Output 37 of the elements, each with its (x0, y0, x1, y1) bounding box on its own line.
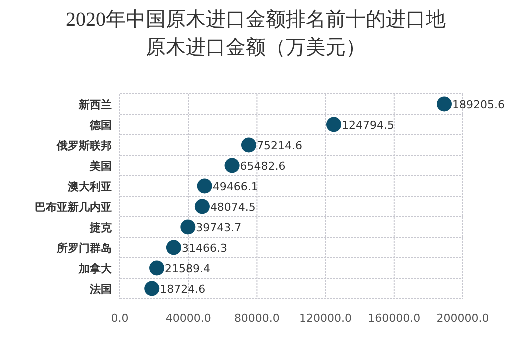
point (224, 158, 240, 174)
y-tick-label: 澳大利亚 (67, 180, 112, 194)
data-label: 21589.4 (165, 262, 211, 276)
x-tick-label: 160000.0 (368, 312, 421, 325)
point (180, 220, 196, 235)
x-tick-label: 40000.0 (166, 312, 212, 325)
y-tick-label: 俄罗斯联邦 (56, 139, 112, 152)
x-tick-label: 120000.0 (300, 312, 352, 325)
point (144, 281, 160, 296)
point (166, 240, 182, 256)
x-tick-label: 0.0 (111, 312, 129, 325)
y-tick-label: 加拿大 (78, 262, 113, 276)
y-tick-label: 捷克 (89, 221, 113, 234)
point (150, 260, 165, 276)
y-tick-label: 新西兰 (78, 98, 112, 112)
x-tick-label: 200000.0 (436, 312, 490, 325)
y-tick-label: 德国 (89, 118, 112, 132)
point (326, 117, 342, 132)
data-label: 124794.5 (342, 118, 395, 132)
chart-title: 2020年中国原木进口金额排名前十的进口地原木进口金额（万美元） (66, 9, 446, 59)
data-label: 75214.6 (256, 139, 302, 152)
y-tick-label: 巴布亚新几内亚 (35, 200, 112, 214)
x-tick-label: 80000.0 (234, 312, 280, 325)
point (194, 199, 210, 214)
y-tick-label: 法国 (89, 282, 112, 296)
data-label: 65482.6 (240, 160, 286, 173)
point (197, 178, 212, 194)
y-tick-label: 所罗门群岛 (56, 242, 112, 255)
data-label: 31466.3 (182, 242, 228, 255)
point (241, 138, 256, 153)
y-tick-label: 美国 (89, 160, 112, 173)
data-label: 48074.5 (210, 200, 256, 214)
point (436, 96, 452, 112)
data-label: 39743.7 (196, 221, 242, 234)
data-label: 49466.1 (212, 180, 258, 194)
data-label: 18724.6 (160, 282, 206, 296)
data-label: 189205.6 (452, 98, 505, 112)
